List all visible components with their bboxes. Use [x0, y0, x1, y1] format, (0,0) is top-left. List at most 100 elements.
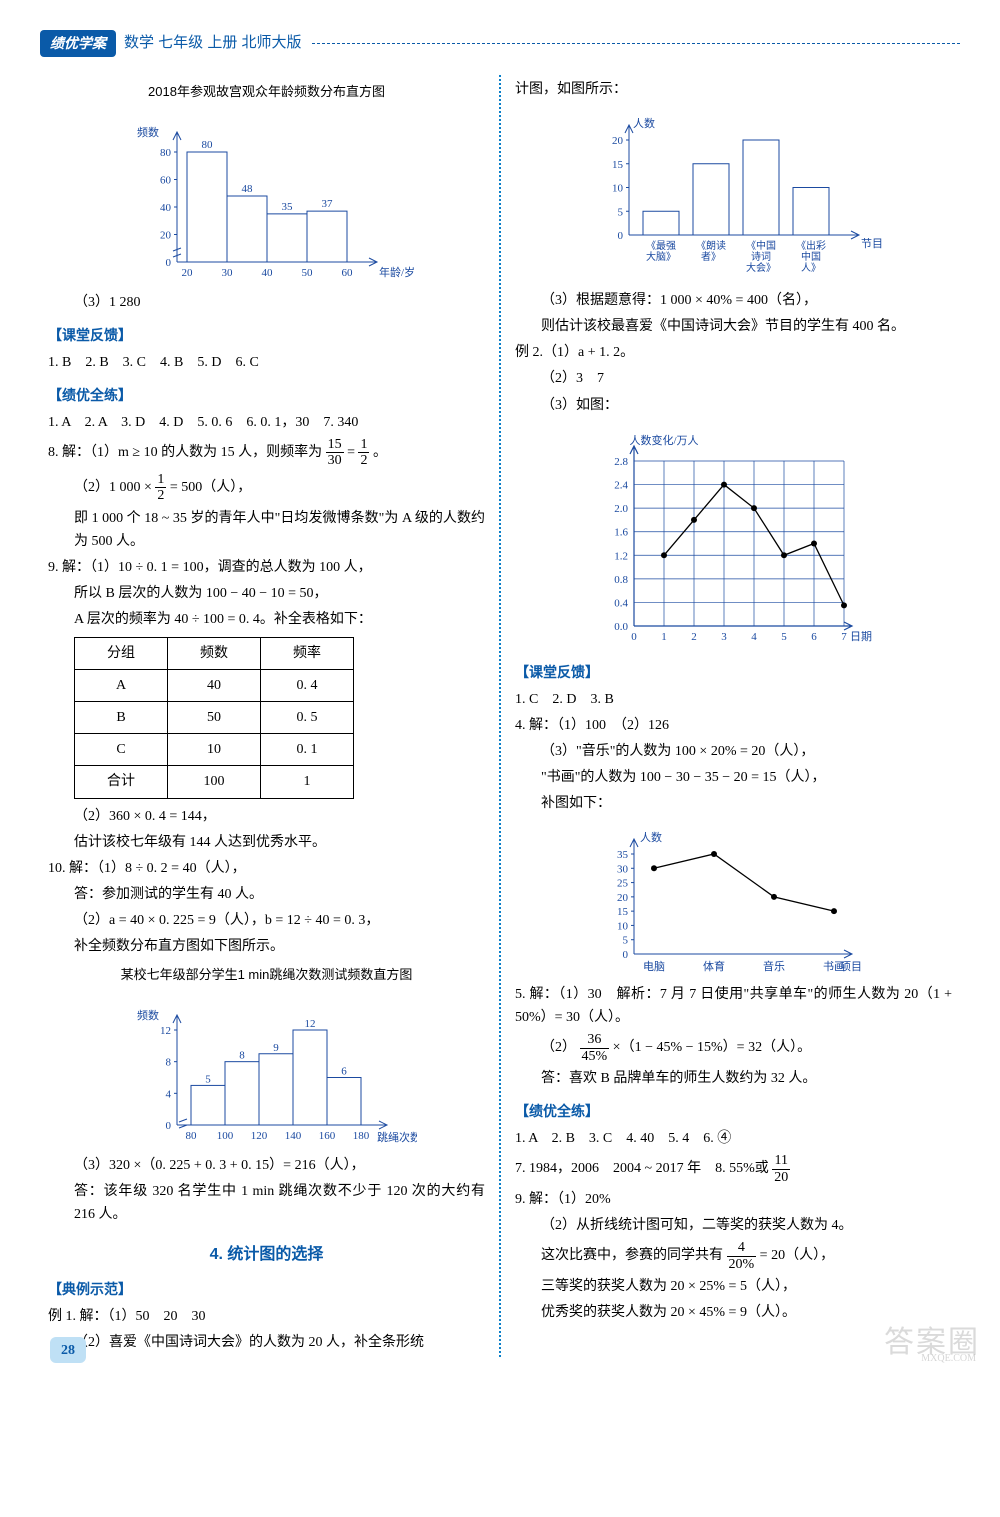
- svg-text:3: 3: [721, 631, 727, 643]
- svg-text:10: 10: [612, 183, 624, 195]
- q8b-post: = 500（人），: [170, 480, 251, 495]
- svg-text:0: 0: [622, 949, 628, 961]
- svg-text:180: 180: [352, 1130, 369, 1142]
- svg-text:50: 50: [301, 267, 313, 279]
- svg-text:37: 37: [321, 198, 333, 210]
- ex1-line1: 例 1. 解：（1）50 20 30: [48, 1305, 485, 1328]
- q9-line5: 估计该校七年级有 144 人达到优秀水平。: [48, 831, 485, 854]
- content-columns: 2018年参观故宫观众年龄频数分布直方图 频数年龄/岁0204060808048…: [40, 75, 960, 1357]
- r3a: （3）根据题意得：1 000 × 40% = 400（名），: [515, 289, 952, 312]
- q5b-post: ×（1 − 45% − 15%）= 32（人）。: [613, 1041, 811, 1056]
- frequency-table: 分组频数频率 A400. 4B500. 5C100. 1合计1001: [74, 637, 354, 798]
- frac-36-45: 3645%: [580, 1032, 610, 1064]
- q9a-r: 9. 解：（1）20%: [515, 1188, 952, 1211]
- q9c-post: = 20（人），: [760, 1249, 834, 1264]
- svg-text:2.8: 2.8: [614, 456, 628, 468]
- svg-text:1.2: 1.2: [614, 550, 628, 562]
- svg-text:4: 4: [165, 1088, 171, 1100]
- ql-r-line2: 7. 1984，2006 2004 ~ 2017 年 8. 55%或 1120: [515, 1153, 952, 1185]
- bar-chart-shows: 人数节目05101520《最强大脑》《朗读者》《中国诗词大会》《出彩中国人》: [574, 105, 894, 285]
- frac-4-20: 420%: [727, 1240, 757, 1272]
- svg-text:音乐: 音乐: [763, 959, 785, 973]
- svg-text:5: 5: [205, 1073, 211, 1085]
- section4-title: 4. 统计图的选择: [48, 1242, 485, 1268]
- svg-text:0.0: 0.0: [614, 621, 628, 633]
- svg-text:电脑: 电脑: [643, 960, 665, 973]
- quanlian-title-left: 【绩优全练】: [48, 384, 485, 407]
- svg-text:60: 60: [160, 174, 172, 186]
- svg-text:48: 48: [241, 183, 253, 195]
- svg-text:25: 25: [617, 878, 629, 890]
- svg-text:10: 10: [617, 921, 629, 933]
- ketang-answers-left: 1. B 2. B 3. C 4. B 5. D 6. C: [48, 351, 485, 374]
- svg-text:80: 80: [160, 147, 172, 159]
- header-badge: 绩优学案: [40, 30, 116, 57]
- chart1-title: 2018年参观故宫观众年龄频数分布直方图: [48, 81, 485, 102]
- ex1-line2: （2）喜爱《中国诗词大会》的人数为 20 人，补全条形统: [48, 1331, 485, 1354]
- svg-text:0.4: 0.4: [614, 597, 628, 609]
- svg-text:大会》: 大会》: [746, 261, 776, 274]
- svg-text:书画: 书画: [823, 960, 845, 973]
- svg-text:频数: 频数: [137, 1008, 159, 1022]
- svg-text:5: 5: [622, 935, 628, 947]
- svg-text:30: 30: [221, 267, 233, 279]
- svg-text:20: 20: [181, 267, 193, 279]
- svg-text:8: 8: [239, 1049, 245, 1061]
- svg-text:40: 40: [261, 267, 273, 279]
- q4a: 4. 解：（1）100 （2）126: [515, 714, 952, 737]
- ql-title-right: 【绩优全练】: [515, 1100, 952, 1123]
- svg-text:8: 8: [165, 1056, 171, 1068]
- ql-r-line1: 1. A 2. B 3. C 4. 40 5. 4 6. ④: [515, 1127, 952, 1150]
- page-header: 绩优学案 数学 七年级 上册 北师大版: [40, 30, 960, 57]
- ql-answers-l1: 1. A 2. A 3. D 4. D 5. 0. 6 6. 0. 1，30 7…: [48, 411, 485, 434]
- ex2-line3: （3）如图：: [515, 394, 952, 417]
- q9c-r: 这次比赛中，参赛的同学共有 420% = 20（人），: [515, 1240, 952, 1272]
- page-number: 28: [50, 1337, 86, 1363]
- frac-15-30: 1530: [326, 437, 344, 469]
- svg-text:6: 6: [341, 1065, 347, 1077]
- q8a-mid: =: [347, 445, 358, 460]
- svg-text:20: 20: [612, 135, 624, 147]
- svg-text:20: 20: [617, 892, 629, 904]
- ketang-title-left: 【课堂反馈】: [48, 324, 485, 347]
- histogram-top: 频数年龄/岁020406080804835372030405060: [117, 107, 417, 287]
- q9-line4: （2）360 × 0. 4 = 144，: [48, 805, 485, 828]
- svg-text:120: 120: [250, 1130, 267, 1142]
- q10-line4: 补全频数分布直方图如下图所示。: [48, 935, 485, 958]
- q8-line1: 8. 解：（1）m ≥ 10 的人数为 15 人，则频率为 1530 = 12 …: [48, 437, 485, 469]
- svg-text:人》: 人》: [801, 262, 821, 274]
- svg-text:者》: 者》: [701, 251, 721, 263]
- svg-text:30: 30: [617, 864, 629, 876]
- right-column: 计图，如图所示： 人数节目05101520《最强大脑》《朗读者》《中国诗词大会》…: [507, 75, 960, 1357]
- svg-text:《朗读: 《朗读: [696, 239, 726, 252]
- left-column: 2018年参观故宫观众年龄频数分布直方图 频数年龄/岁0204060808048…: [40, 75, 493, 1357]
- svg-text:体育: 体育: [703, 959, 725, 973]
- svg-text:频数: 频数: [137, 125, 159, 139]
- q4b: （3）"音乐"的人数为 100 × 20% = 20（人），: [515, 740, 952, 763]
- q9d-r: 三等奖的获奖人数为 20 × 25% = 5（人），: [515, 1275, 952, 1298]
- q8a-text: 8. 解：（1）m ≥ 10 的人数为 15 人，则频率为: [48, 445, 326, 460]
- svg-text:140: 140: [284, 1130, 301, 1142]
- q8a-end: 。: [373, 445, 387, 460]
- svg-text:2: 2: [691, 631, 697, 643]
- svg-text:20: 20: [160, 229, 172, 241]
- svg-text:节目: 节目: [861, 237, 883, 250]
- q8b-pre: （2）1 000 ×: [74, 480, 155, 495]
- svg-text:60: 60: [341, 267, 353, 279]
- header-text: 数学 七年级 上册 北师大版: [124, 31, 302, 56]
- svg-text:12: 12: [160, 1025, 171, 1037]
- svg-text:9: 9: [273, 1041, 279, 1053]
- svg-text:80: 80: [185, 1130, 197, 1142]
- svg-text:1.6: 1.6: [614, 526, 628, 538]
- frac-1-2b: 12: [155, 472, 166, 504]
- ex2-line2: （2）3 7: [515, 367, 952, 390]
- right-cont: 计图，如图所示：: [515, 78, 952, 101]
- q10-line3: （2）a = 40 × 0. 225 = 9（人），b = 12 ÷ 40 = …: [48, 909, 485, 932]
- svg-text:1: 1: [661, 631, 667, 643]
- frac-1-2a: 12: [358, 437, 369, 469]
- svg-text:40: 40: [160, 202, 172, 214]
- q9b-r: （2）从折线统计图可知，二等奖的获奖人数为 4。: [515, 1214, 952, 1237]
- svg-text:大脑》: 大脑》: [646, 250, 676, 263]
- svg-text:0: 0: [617, 230, 623, 242]
- q5b-pre: （2）: [541, 1041, 576, 1056]
